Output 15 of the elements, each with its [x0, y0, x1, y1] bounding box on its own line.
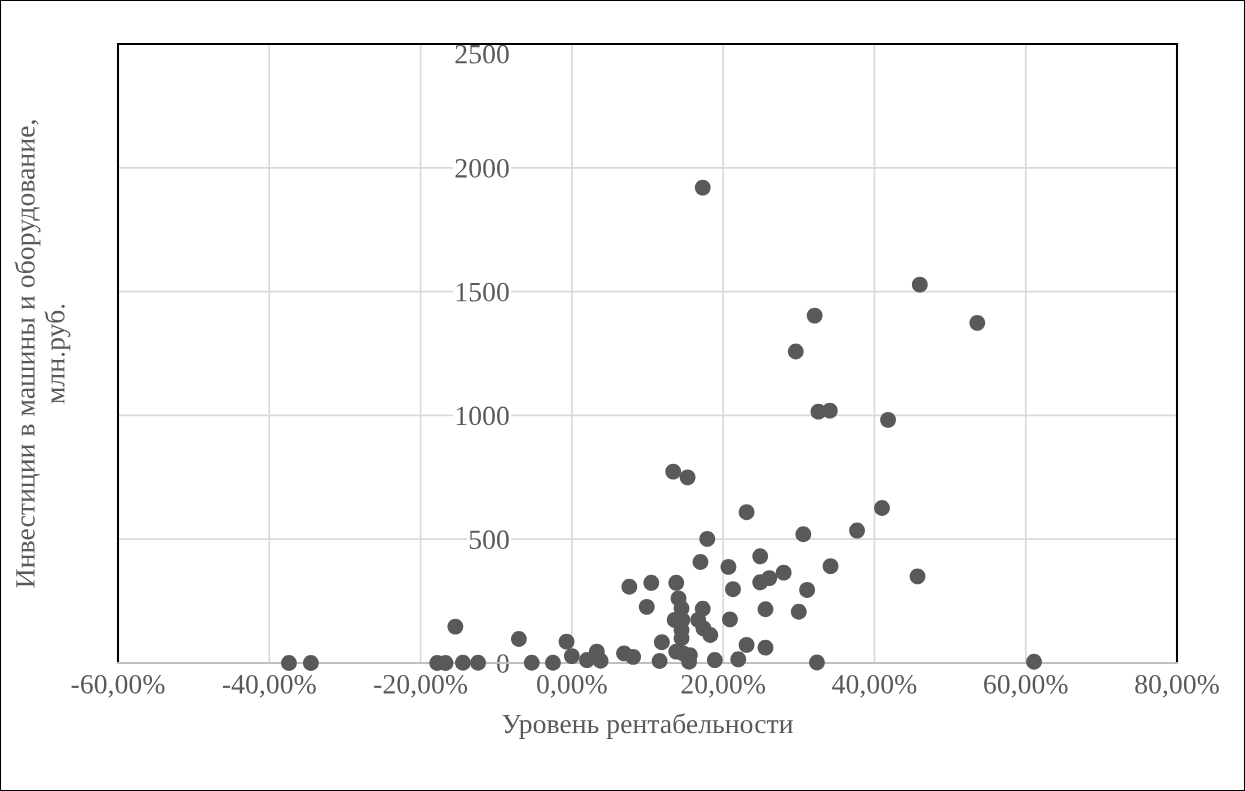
x-tick-label: 60,00% — [984, 674, 1068, 698]
x-tick-label: 20,00% — [681, 674, 766, 698]
x-tick-label: -40,00% — [222, 674, 316, 698]
x-tick-label: 80,00% — [1135, 674, 1219, 698]
x-tick-label: -60,00% — [71, 674, 165, 698]
y-axis-title: Инвестиции в машины и оборудование, млн.руб. — [14, 120, 71, 588]
y-tick-label: 1500 — [456, 282, 509, 302]
y-tick-label: 500 — [469, 530, 509, 550]
x-tick-label: -20,00% — [374, 674, 468, 698]
y-tick-label: 2500 — [455, 44, 509, 64]
x-tick-label: 40,00% — [832, 674, 917, 698]
x-axis-title: Уровень рентабельности — [502, 713, 793, 739]
y-tick-label: 1000 — [456, 406, 509, 426]
x-tick-label: 0,00% — [537, 674, 607, 698]
y-tick-label: 2000 — [455, 158, 509, 178]
